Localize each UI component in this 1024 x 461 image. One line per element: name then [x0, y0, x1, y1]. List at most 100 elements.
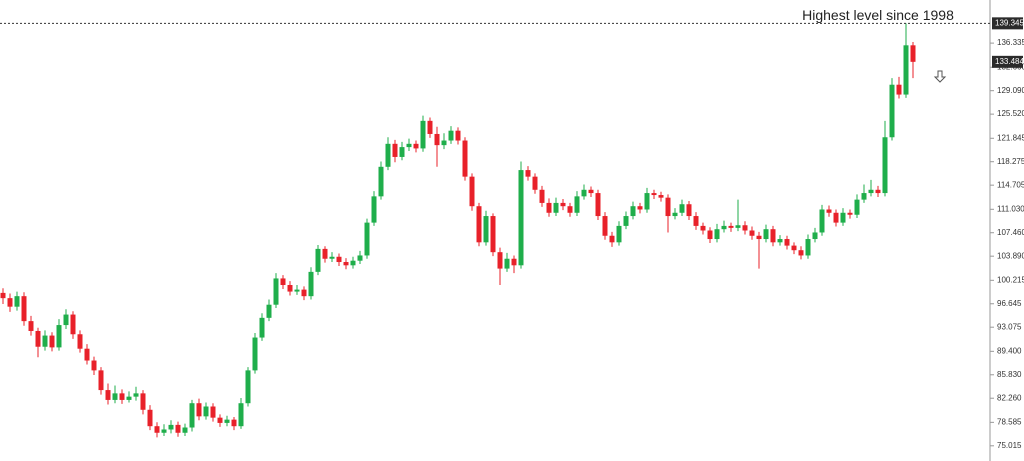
candle-body	[322, 248, 328, 259]
candle-body	[819, 209, 825, 233]
candle-body	[273, 278, 279, 305]
candle-body	[693, 216, 699, 226]
candle-body	[189, 403, 195, 428]
candle-body	[448, 130, 454, 141]
candle-body	[0, 292, 6, 299]
candle-body	[112, 393, 118, 400]
candle-body	[364, 222, 370, 256]
candle-body	[756, 235, 762, 240]
candle-body	[504, 258, 510, 269]
candle-body	[7, 298, 13, 307]
candle-body	[441, 140, 447, 146]
y-tick-label: 107.460	[997, 228, 1024, 237]
candle-body	[399, 147, 405, 157]
candle-body	[14, 296, 20, 307]
candle-body	[483, 216, 489, 243]
level-label: 139.345	[995, 18, 1024, 27]
candle-body	[406, 143, 412, 148]
candle-body	[133, 393, 139, 397]
candle-body	[21, 296, 27, 322]
candle-body	[182, 427, 188, 433]
candle-body	[413, 143, 419, 149]
candle-body	[539, 189, 545, 203]
candle-body	[455, 130, 461, 141]
y-tick-label: 125.520	[997, 109, 1024, 118]
candle-body	[315, 248, 321, 272]
y-tick-label: 111.030	[997, 204, 1024, 213]
candle-body	[259, 317, 265, 338]
candle-body	[350, 260, 356, 266]
candle-body	[91, 360, 97, 371]
candle-body	[833, 212, 839, 223]
candle-body	[882, 137, 888, 194]
candle-body	[252, 337, 258, 371]
candle-body	[714, 229, 720, 240]
y-tick-label: 118.275	[997, 157, 1024, 166]
candle-body	[560, 202, 566, 207]
candle-body	[203, 406, 209, 417]
candle-body	[721, 225, 727, 230]
candle-body	[770, 229, 776, 243]
candle-body	[798, 250, 804, 256]
candle-body	[532, 176, 538, 190]
candle-body	[77, 334, 83, 349]
candle-body	[826, 209, 832, 213]
candle-body	[497, 252, 503, 269]
candle-body	[287, 285, 293, 292]
price-label: 133.484	[995, 57, 1024, 66]
candle-body	[63, 314, 69, 326]
candle-body	[728, 225, 734, 228]
candle-body	[861, 193, 867, 200]
candle-body	[567, 206, 573, 213]
down-arrow-icon	[933, 70, 947, 83]
candle-body	[868, 189, 874, 194]
candle-body	[623, 216, 629, 226]
candle-body	[854, 199, 860, 215]
y-tick-label: 82.260	[997, 393, 1022, 402]
candle-body	[294, 289, 300, 292]
candle-body	[616, 225, 622, 243]
candle-body	[280, 278, 286, 286]
candle-body	[343, 262, 349, 266]
candle-body	[462, 140, 468, 177]
candle-body	[231, 419, 237, 427]
candle-body	[511, 258, 517, 266]
price-label-box	[992, 55, 1023, 68]
candle-body	[658, 195, 664, 198]
candle-body	[161, 429, 167, 433]
candle-body	[469, 176, 475, 207]
annotation: Highest level since 1998	[802, 7, 954, 23]
y-tick-label: 100.215	[997, 275, 1024, 284]
candle-body	[301, 289, 307, 297]
y-tick-label: 89.400	[997, 346, 1022, 355]
candle-body	[119, 393, 125, 400]
candle-body	[266, 304, 272, 318]
candle-body	[427, 120, 433, 134]
candle-body	[105, 390, 111, 400]
candle-body	[637, 206, 643, 210]
candle-body	[651, 193, 657, 196]
y-tick-label: 103.890	[997, 251, 1024, 260]
candle-body	[609, 235, 615, 243]
candle-body	[777, 239, 783, 243]
candle-body	[238, 403, 244, 427]
candle-body	[896, 84, 902, 95]
candle-body	[805, 239, 811, 256]
candle-body	[525, 170, 531, 177]
candle-body	[602, 216, 608, 236]
candle-body	[700, 225, 706, 231]
candle-body	[140, 393, 146, 410]
candle-body	[784, 239, 790, 246]
candle-body	[518, 170, 524, 266]
candle-body	[217, 417, 223, 423]
candle-body	[595, 193, 601, 217]
candle-body	[679, 204, 685, 213]
candle-body	[420, 120, 426, 149]
candle-body	[385, 143, 391, 167]
y-tick-label: 114.705	[997, 180, 1024, 189]
candle-body	[588, 189, 594, 194]
candle-body	[126, 396, 132, 400]
candle-body	[574, 196, 580, 213]
